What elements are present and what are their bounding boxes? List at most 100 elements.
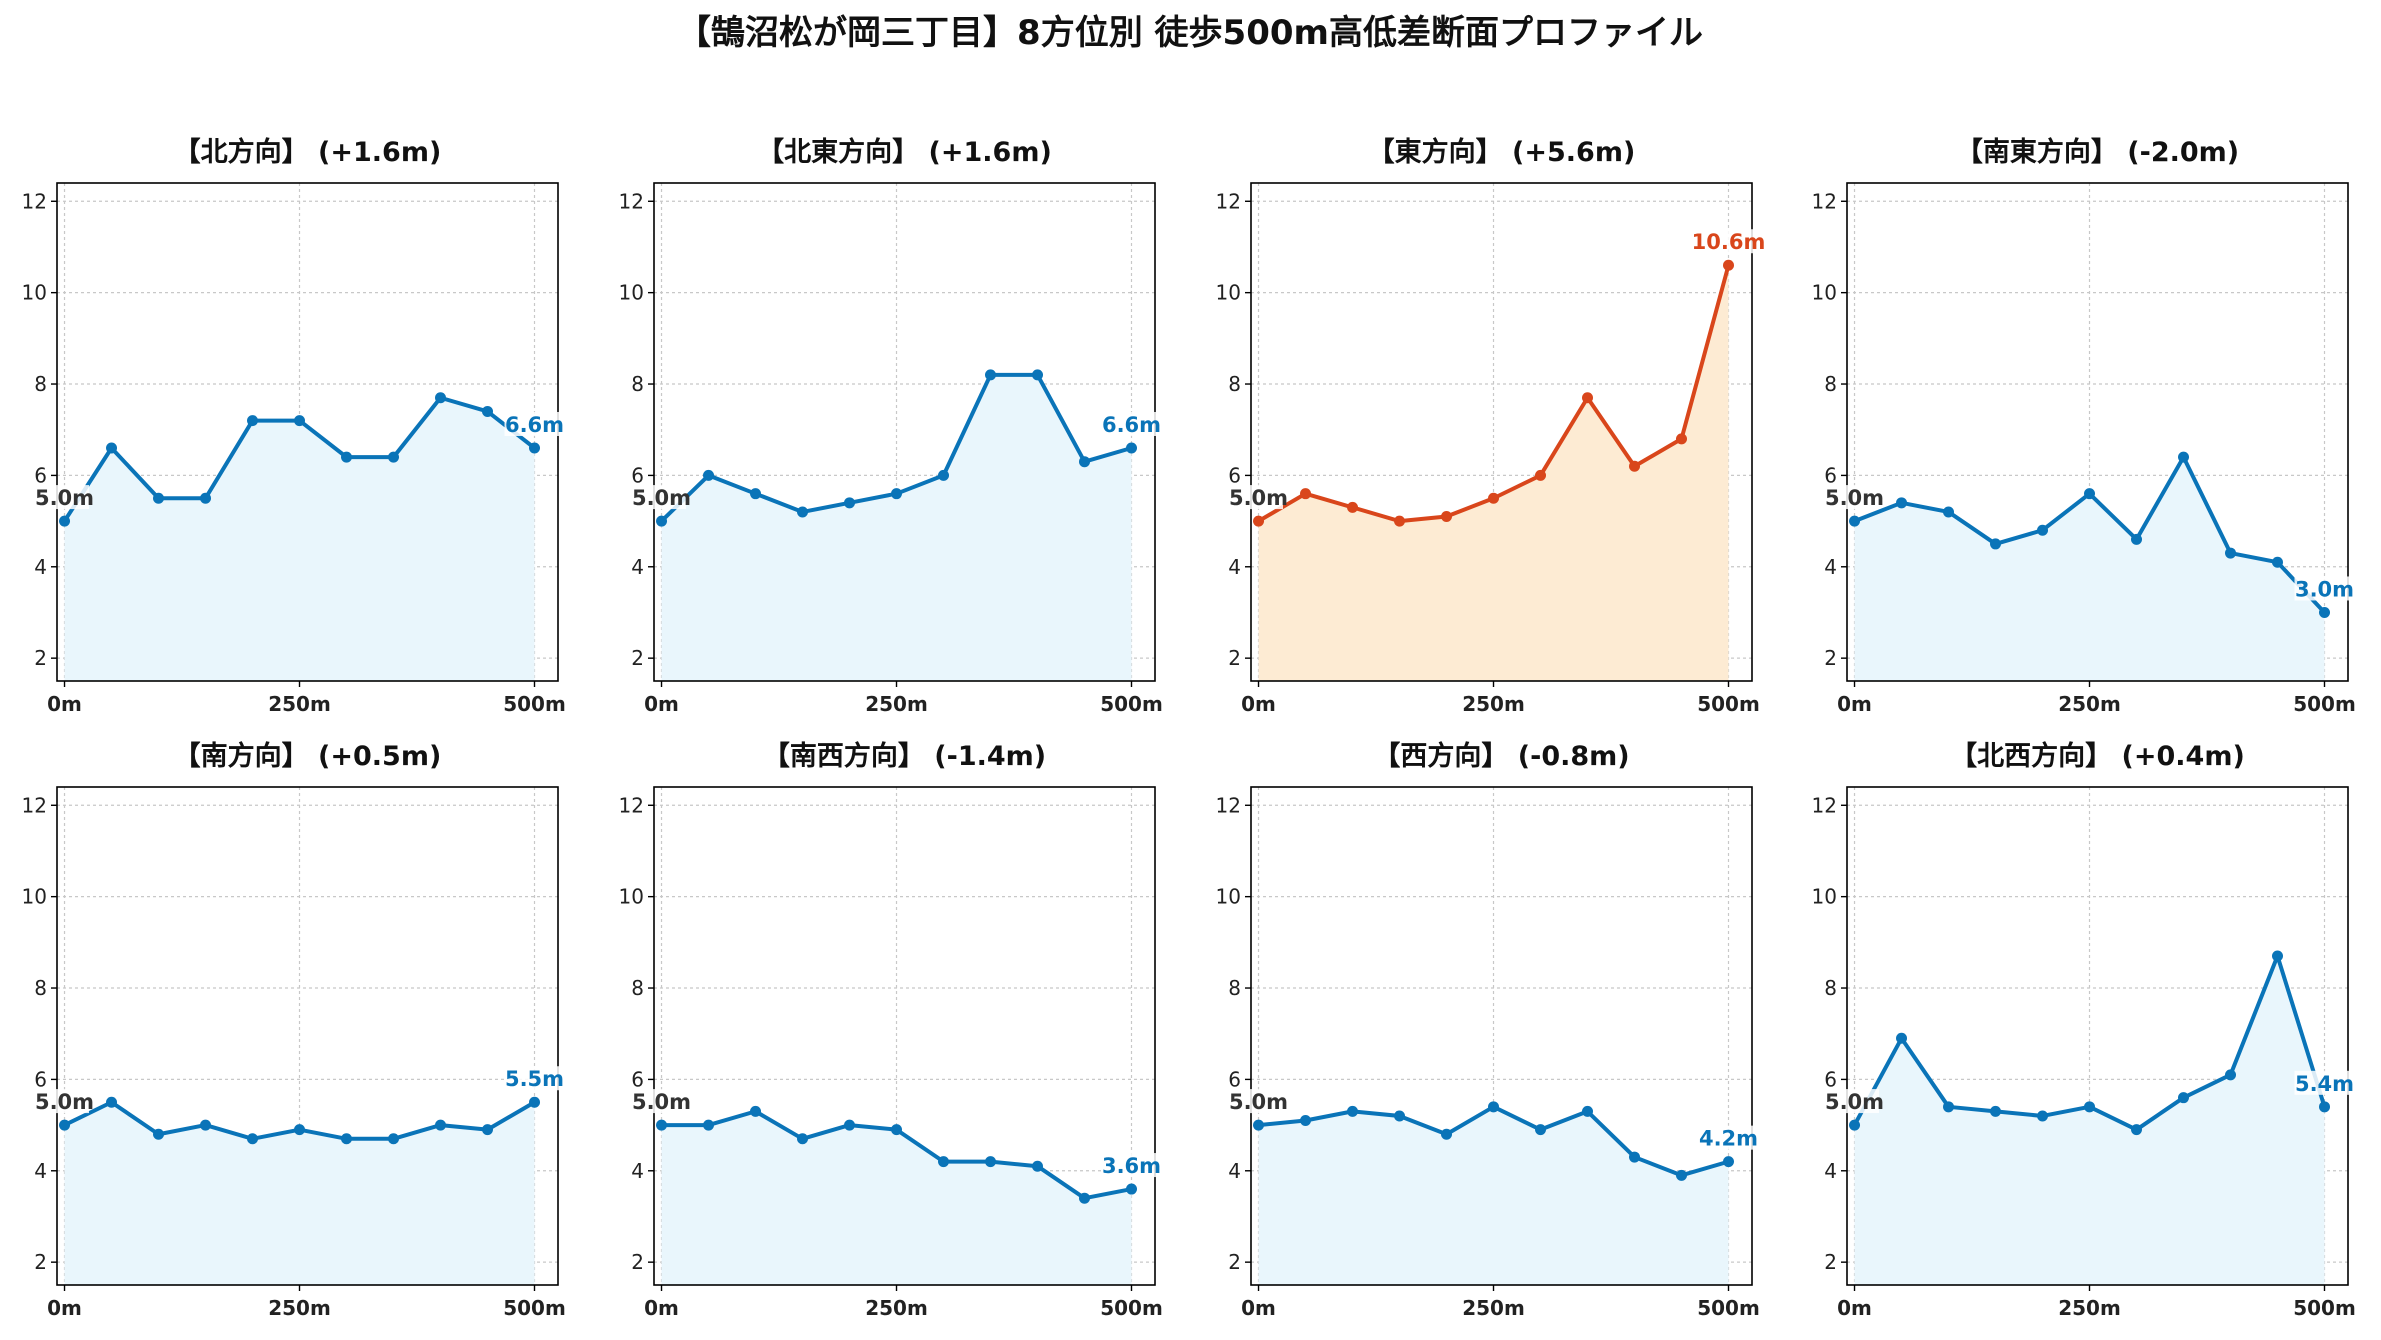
data-point (1488, 492, 1500, 504)
y-tick-label: 10 (22, 885, 47, 909)
end-label-bg (1692, 229, 1766, 254)
data-point (938, 1156, 950, 1168)
y-tick-label: 4 (631, 555, 644, 579)
data-point (985, 1156, 997, 1168)
panel-title: 【北西方向】 (+0.4m) (1950, 740, 2245, 772)
x-tick-label: 0m (1241, 692, 1276, 716)
x-tick-label: 250m (1462, 692, 1525, 716)
x-tick-label: 250m (1462, 1296, 1525, 1320)
panel-4: 【南方向】 (+0.5m) 2 4 6 8 10 12 0m 250m 500m 5.0m 5.5m (22, 740, 566, 1320)
data-point (2319, 1101, 2331, 1113)
y-tick-label: 2 (34, 1250, 47, 1274)
profile-fill (1258, 1106, 1729, 1285)
data-point (1079, 1192, 1091, 1204)
data-point (1582, 392, 1594, 404)
data-point (844, 1119, 856, 1131)
y-tick-label: 12 (1216, 189, 1241, 213)
end-label-bg (1698, 1125, 1759, 1150)
y-tick-label: 4 (34, 1159, 47, 1183)
x-tick-label: 0m (47, 1296, 82, 1320)
profile-fill (1854, 457, 2325, 681)
start-label-bg (1819, 485, 1879, 510)
start-label-bg (626, 1089, 686, 1114)
data-point (1676, 1169, 1688, 1181)
data-point (341, 451, 353, 463)
end-label-bg (2294, 576, 2355, 601)
data-point (1943, 1101, 1955, 1113)
y-tick-label: 2 (1228, 646, 1241, 670)
panel-0: 【北方向】 (+1.6m) 2 4 6 8 10 12 0m 250m 500m 5.0m 6.6m (22, 136, 566, 716)
data-point (938, 469, 950, 481)
axes-frame (56, 786, 559, 1286)
data-point (1300, 488, 1312, 500)
start-label-bg (29, 485, 89, 510)
start-value-label: 5.0m (35, 486, 94, 510)
y-tick-label: 6 (34, 463, 47, 487)
data-point (294, 415, 306, 427)
data-point (1676, 433, 1688, 445)
profile-fill (1854, 956, 2325, 1285)
data-point (2084, 488, 2096, 500)
data-point (1896, 1032, 1908, 1044)
data-point (2178, 1092, 2190, 1104)
profile-fill (64, 397, 535, 681)
data-point (1723, 1156, 1735, 1168)
start-value-label: 5.0m (1229, 1090, 1288, 1114)
data-point (703, 469, 715, 481)
data-point (247, 415, 259, 427)
data-point (482, 1124, 494, 1136)
data-point (1300, 1115, 1312, 1127)
data-point (1441, 1128, 1453, 1140)
y-tick-label: 6 (1824, 1067, 1837, 1091)
y-tick-label: 2 (631, 1250, 644, 1274)
y-tick-label: 10 (1812, 885, 1837, 909)
x-tick-label: 250m (2058, 692, 2121, 716)
y-tick-label: 4 (1228, 1159, 1241, 1183)
x-tick-label: 250m (2058, 1296, 2121, 1320)
data-point (341, 1133, 353, 1145)
x-tick-label: 250m (268, 692, 331, 716)
data-point (1347, 501, 1359, 513)
data-point (1032, 369, 1044, 381)
y-tick-label: 10 (1216, 885, 1241, 909)
y-tick-label: 2 (1824, 646, 1837, 670)
data-point (294, 1124, 306, 1136)
data-point (482, 405, 494, 417)
x-tick-label: 0m (644, 692, 679, 716)
axes-frame (1846, 786, 2349, 1286)
data-point (2084, 1101, 2096, 1113)
data-point (1582, 1105, 1594, 1117)
figure-title: 【鵠沼松が岡三丁目】8方位別 徒歩500m高低差断面プロファイル (677, 13, 1703, 53)
y-tick-label: 6 (1824, 463, 1837, 487)
y-tick-label: 4 (631, 1159, 644, 1183)
data-point (797, 506, 809, 518)
data-point (1896, 497, 1908, 509)
y-tick-label: 10 (1216, 281, 1241, 305)
data-point (1943, 506, 1955, 518)
data-point (1347, 1105, 1359, 1117)
x-tick-label: 250m (865, 1296, 928, 1320)
start-value-label: 5.0m (632, 1090, 691, 1114)
start-label-bg (1223, 485, 1283, 510)
data-point (1394, 515, 1406, 527)
y-tick-label: 12 (1216, 793, 1241, 817)
y-tick-label: 4 (1824, 1159, 1837, 1183)
data-point (59, 515, 71, 527)
data-point (435, 392, 447, 404)
data-point (1990, 1105, 2002, 1117)
data-point (529, 442, 541, 454)
data-point (1394, 1110, 1406, 1122)
data-point (750, 488, 762, 500)
y-tick-label: 4 (34, 555, 47, 579)
panel-3: 【南東方向】 (-2.0m) 2 4 6 8 10 12 0m 250m 500m 5.0m 3.0m (1812, 136, 2356, 716)
data-point (1441, 511, 1453, 523)
data-point (750, 1105, 762, 1117)
data-point (1723, 259, 1735, 271)
data-point (1629, 460, 1641, 472)
y-tick-label: 10 (22, 281, 47, 305)
start-value-label: 5.0m (35, 1090, 94, 1114)
panel-title: 【南方向】 (+0.5m) (174, 740, 442, 772)
end-value-label: 5.5m (505, 1067, 564, 1091)
